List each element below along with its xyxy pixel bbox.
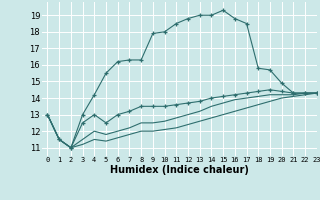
X-axis label: Humidex (Indice chaleur): Humidex (Indice chaleur)	[110, 165, 249, 175]
